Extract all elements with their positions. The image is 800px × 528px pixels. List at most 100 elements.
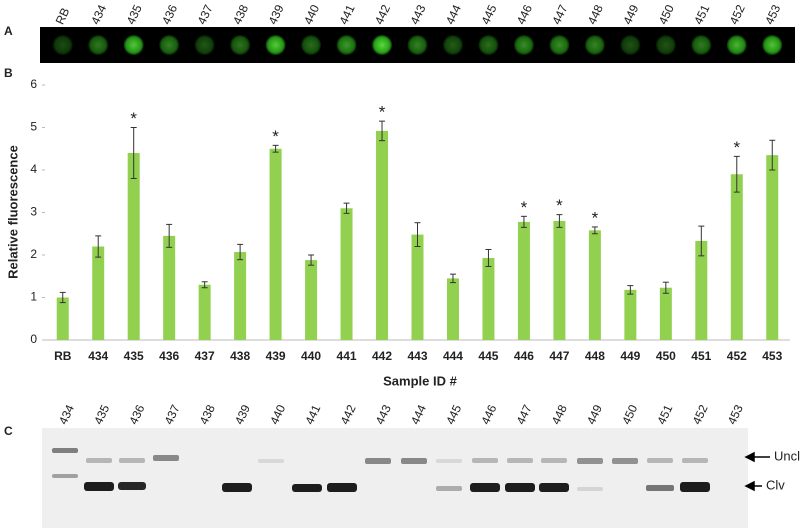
bar (198, 284, 211, 340)
fluorescence-spot (230, 35, 251, 55)
lane-label: 447 (514, 402, 535, 426)
arrowhead (744, 480, 755, 492)
bar (730, 174, 743, 340)
strip-label: 452 (727, 2, 748, 26)
band (436, 459, 462, 463)
lane-label: 446 (478, 402, 499, 426)
lane-label: 443 (373, 402, 394, 426)
strip-label: 442 (372, 2, 393, 26)
x-tick-label: 448 (585, 349, 605, 363)
strip-label: 449 (620, 2, 641, 26)
lane-label: 449 (584, 402, 605, 426)
lane-label: 434 (56, 402, 77, 426)
band (505, 483, 535, 492)
band (541, 458, 567, 463)
x-tick-label: 436 (159, 349, 179, 363)
lane-label: 441 (302, 402, 323, 426)
x-tick-label: 450 (656, 349, 676, 363)
bar (766, 155, 779, 340)
fluorescence-spot (655, 35, 676, 55)
band (52, 474, 78, 478)
gel-arrows (744, 451, 770, 492)
fluorescence-spot (88, 35, 109, 55)
lane-label: 450 (619, 402, 640, 426)
band (222, 483, 252, 492)
band (292, 484, 322, 492)
panel-label: B (4, 66, 13, 80)
fluorescence-spot (159, 35, 180, 55)
fluorescence-spot (301, 35, 322, 55)
strip-label: 445 (478, 2, 499, 26)
strip-label: 436 (159, 2, 180, 26)
lane-label: 444 (408, 402, 429, 426)
strip-label: 434 (88, 2, 109, 26)
strip-label: 451 (691, 2, 712, 26)
x-tick-label: 444 (443, 349, 463, 363)
arrowhead (744, 451, 755, 463)
strip-label: 437 (195, 2, 216, 26)
lane-label: 437 (162, 402, 183, 426)
x-tick-label: 440 (301, 349, 321, 363)
x-tick-label: 442 (372, 349, 392, 363)
fluorescence-spot (549, 35, 570, 55)
strip-label: 450 (656, 2, 677, 26)
bar (305, 260, 318, 340)
fluorescence-spot (513, 35, 534, 55)
fluorescence-spot (372, 35, 393, 55)
strip-label: 446 (514, 2, 535, 26)
panel-label: A (4, 24, 13, 38)
x-tick-label: 441 (337, 349, 357, 363)
band (119, 458, 145, 463)
lane-label: 442 (338, 402, 359, 426)
strip-label: 439 (266, 2, 287, 26)
fluorescence-spot (478, 35, 499, 55)
x-tick-label: 452 (727, 349, 747, 363)
fluorescence-spot (691, 35, 712, 55)
lane-label: 453 (725, 402, 746, 426)
x-tick-label: 443 (407, 349, 427, 363)
band (86, 458, 112, 463)
band (470, 483, 500, 492)
band (612, 458, 638, 464)
significance-marker: * (733, 138, 740, 157)
band (647, 458, 673, 463)
band (682, 458, 708, 463)
bar (659, 287, 672, 340)
fluorescence-spot (620, 35, 641, 55)
y-axis-label: Relative fluorescence (5, 145, 20, 279)
strip-label: 440 (301, 2, 322, 26)
strip-label: RB (53, 6, 73, 27)
significance-marker: * (130, 109, 137, 128)
fluorescence-spot (194, 35, 215, 55)
significance-marker: * (592, 208, 599, 227)
lane-label: 435 (91, 402, 112, 426)
fluorescence-spot (123, 35, 144, 55)
panel-label: C (4, 424, 13, 438)
strip-label: 447 (549, 2, 570, 26)
x-tick-label: 451 (691, 349, 711, 363)
band (680, 482, 710, 492)
y-tick-label: 0 (30, 332, 37, 346)
fluorescence-spot (726, 35, 747, 55)
y-tick-label: 2 (30, 247, 37, 261)
bar (695, 240, 708, 340)
bar (127, 153, 140, 340)
lane-label: 452 (690, 402, 711, 426)
y-tick-label: 1 (30, 290, 37, 304)
bar (163, 235, 176, 340)
bar (624, 289, 637, 340)
bar (376, 130, 389, 340)
gel-background (42, 428, 748, 528)
band (472, 458, 498, 463)
x-tick-label: 439 (266, 349, 286, 363)
lane-label: 445 (443, 402, 464, 426)
bar (482, 257, 495, 340)
lane-label: 438 (197, 402, 218, 426)
bar (269, 148, 282, 340)
band (401, 458, 427, 464)
fluorescence-spot (584, 35, 605, 55)
y-tick-label: 6 (30, 77, 37, 91)
lane-label: 451 (654, 402, 675, 426)
bar (56, 297, 69, 340)
